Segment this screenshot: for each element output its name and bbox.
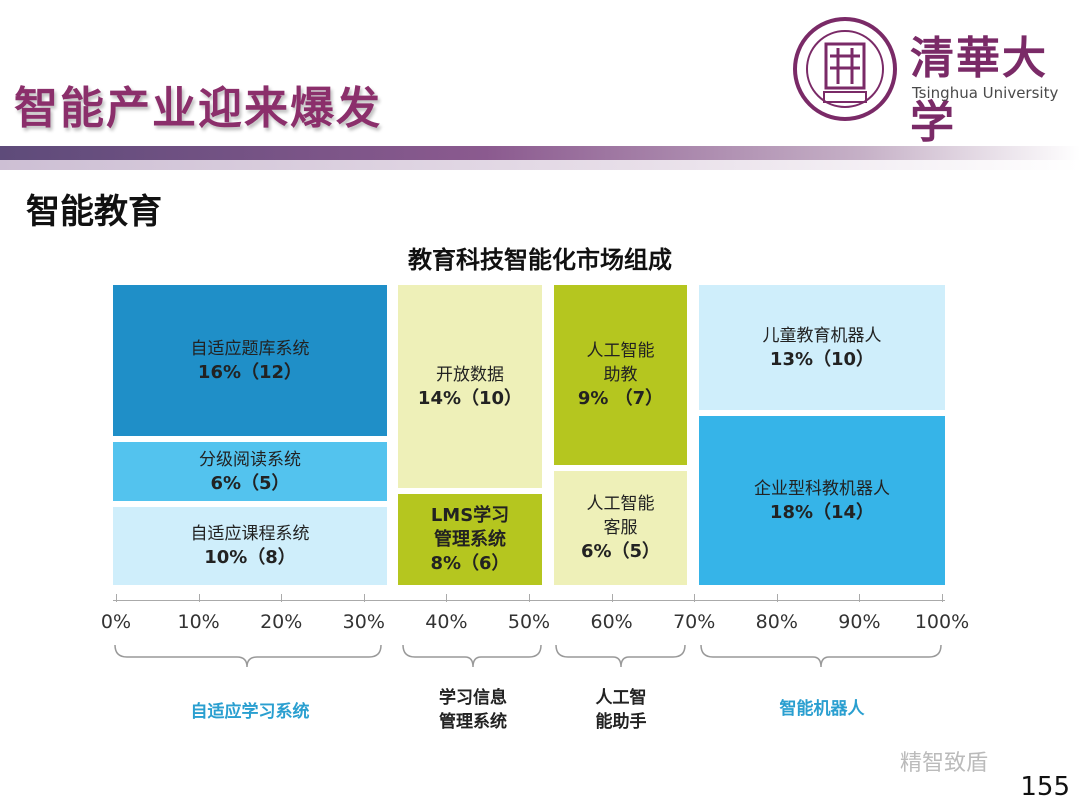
x-tick-label: 100%: [914, 611, 970, 633]
block-children-education-robot: 儿童教育机器人 13%（10）: [699, 285, 945, 410]
block-label-line2: 助教: [603, 365, 638, 385]
group-label-line1: 人工智: [595, 688, 647, 708]
x-tick-mark: [859, 594, 861, 602]
page-number: 155: [1020, 772, 1070, 802]
block-ai-customer-service: 人工智能 客服 6%（5）: [554, 471, 687, 585]
brace-group-3: [555, 644, 686, 668]
x-tick-mark: [281, 594, 283, 602]
group-label-line2: 管理系统: [439, 712, 507, 732]
block-label: 儿童教育机器人: [762, 325, 882, 346]
x-tick-label: 80%: [755, 611, 798, 633]
block-lms: LMS学习 管理系统 8%（6）: [398, 494, 542, 585]
logo-english-name: Tsinghua University: [912, 84, 1059, 102]
block-label: 人工智能: [586, 341, 655, 361]
block-graded-reading: 分级阅读系统 6%（5）: [113, 442, 387, 501]
block-label: 开放数据: [436, 364, 504, 385]
group-label-intelligent-robot: 智能机器人: [779, 699, 865, 719]
x-tick-label: 60%: [590, 611, 633, 633]
x-tick-label: 0%: [100, 611, 132, 633]
group-label-line2: 能助手: [595, 712, 647, 732]
block-label: 自适应题库系统: [190, 338, 310, 359]
x-tick-mark: [116, 594, 117, 602]
brace-group-2: [402, 644, 542, 668]
x-tick-mark: [529, 594, 530, 602]
block-value: 6%（5）: [580, 541, 661, 562]
tsinghua-seal-icon: [793, 17, 897, 121]
logo-chinese-name: 清華大学: [910, 33, 1048, 148]
chart-title: 教育科技智能化市场组成: [408, 246, 672, 274]
x-tick-label: 90%: [838, 611, 881, 633]
block-value: 16%（12）: [197, 361, 303, 383]
x-tick-mark: [198, 594, 200, 602]
block-adaptive-course: 自适应课程系统 10%（8）: [113, 507, 387, 585]
block-label: 分级阅读系统: [199, 449, 301, 470]
x-tick-label: 30%: [342, 611, 385, 633]
x-tick-label: 50%: [507, 611, 551, 633]
x-tick-mark: [942, 594, 943, 602]
block-label: 自适应课程系统: [190, 524, 310, 544]
brace-group-1: [114, 644, 382, 668]
group-label-line1: 学习信息: [439, 688, 507, 708]
tsinghua-logo: 清華大学 Tsinghua University: [790, 14, 1070, 148]
slide-title: 智能产业迎来爆发: [14, 83, 382, 134]
x-tick-mark: [611, 594, 613, 602]
x-tick-label: 10%: [177, 611, 220, 633]
watermark: 精智致盾: [900, 751, 989, 776]
block-label-line2: 客服: [603, 518, 638, 538]
x-tick-mark: [694, 594, 696, 602]
x-tick-mark: [446, 594, 448, 602]
block-value: 8%（6）: [430, 552, 510, 574]
block-ai-teaching-assistant: 人工智能 助教 9% （7）: [554, 285, 687, 465]
block-label: 人工智能: [586, 494, 655, 514]
block-value: 10%（8）: [204, 547, 296, 568]
block-label-line2: 管理系统: [434, 528, 506, 550]
block-value: 9% （7）: [577, 388, 664, 409]
x-tick-mark: [363, 594, 365, 602]
block-adaptive-question-bank: 自适应题库系统 16%（12）: [113, 285, 387, 436]
block-value: 6%（5）: [210, 472, 290, 494]
x-tick-label: 70%: [673, 611, 716, 633]
x-tick-mark: [776, 594, 778, 602]
group-label-adaptive-learning: 自适应学习系统: [190, 702, 310, 722]
group-label-learning-info: 学习信息 管理系统: [403, 686, 543, 734]
brace-group-4: [700, 644, 942, 668]
block-value: 18%（14）: [769, 501, 875, 523]
block-open-data: 开放数据 14%（10）: [398, 285, 542, 488]
header-divider-light: [0, 160, 1080, 170]
block-label: LMS学习: [430, 504, 510, 526]
group-label-ai-assistant: 人工智 能助手: [556, 686, 686, 734]
block-label: 企业型科教机器人: [754, 478, 890, 499]
section-title: 智能教育: [26, 192, 162, 232]
block-value: 13%（10）: [769, 348, 875, 370]
block-value: 14%（10）: [417, 387, 523, 409]
header-divider: [0, 146, 1080, 160]
block-enterprise-education-robot: 企业型科教机器人 18%（14）: [699, 416, 945, 585]
x-tick-label: 40%: [425, 611, 468, 633]
x-tick-label: 20%: [260, 611, 303, 633]
